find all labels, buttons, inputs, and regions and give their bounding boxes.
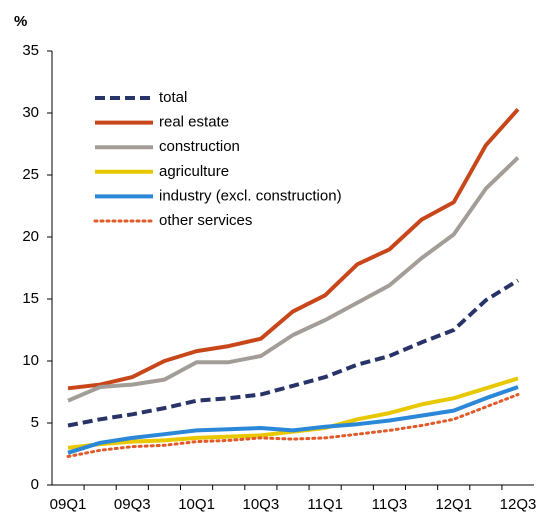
series-line	[66, 393, 520, 458]
x-tick-label: 10Q1	[178, 496, 215, 513]
x-tick-label: 12Q1	[435, 496, 472, 513]
x-tick-label: 11Q3	[372, 496, 408, 513]
series-line	[67, 107, 520, 391]
x-tick-label: 09Q1	[50, 496, 87, 513]
legend-label: other services	[159, 212, 252, 229]
x-tick-label: 12Q3	[500, 496, 537, 513]
series-line	[67, 278, 520, 428]
series-line	[67, 385, 519, 455]
y-tick-label: 10	[22, 352, 39, 369]
legend-label: total	[159, 89, 187, 106]
series-line	[67, 156, 520, 403]
legend-label: agriculture	[159, 163, 229, 180]
legend-label: construction	[159, 138, 240, 155]
x-tick-label: 10Q3	[243, 496, 280, 513]
x-tick-label: 09Q3	[114, 496, 151, 513]
y-tick-label: 25	[22, 166, 39, 183]
legend-label: industry (excl. construction)	[159, 187, 342, 204]
y-tick-label: 30	[22, 104, 39, 121]
y-axis-label: %	[14, 13, 27, 30]
y-tick-label: 35	[22, 42, 39, 59]
y-tick-label: 20	[22, 228, 39, 245]
x-tick-label: 11Q1	[307, 496, 343, 513]
y-tick-label: 15	[22, 290, 39, 307]
y-tick-label: 5	[31, 414, 39, 431]
legend-label: real estate	[159, 114, 229, 131]
y-tick-label: 0	[31, 476, 39, 493]
